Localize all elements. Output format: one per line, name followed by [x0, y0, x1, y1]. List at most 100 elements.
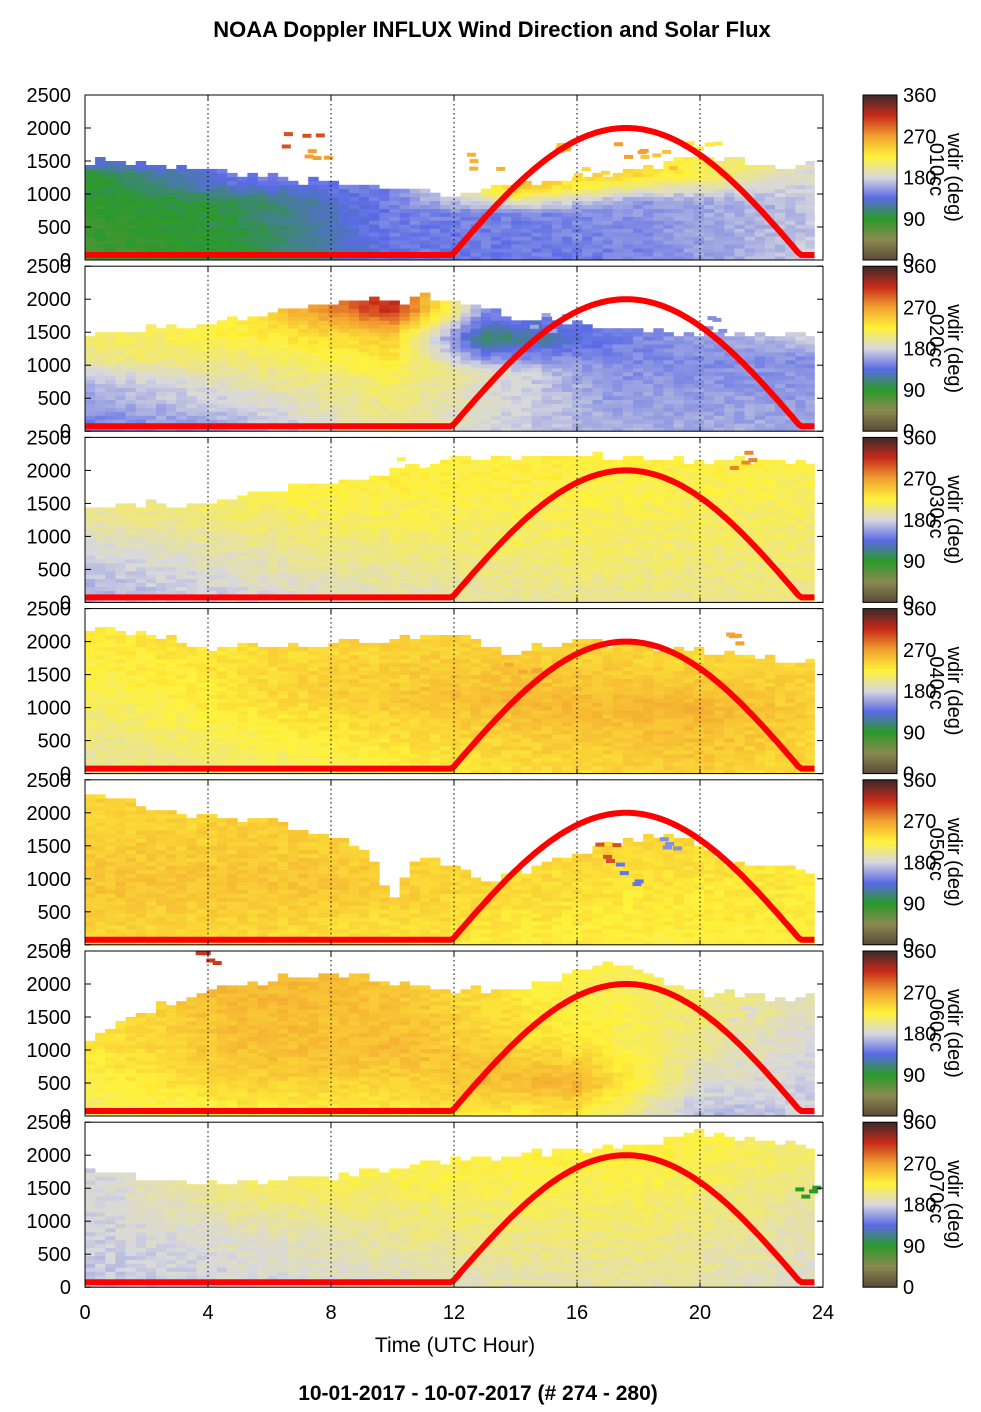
heatmap-cell [480, 495, 492, 500]
heatmap-cell [348, 574, 360, 580]
heatmap-cell [379, 192, 390, 198]
heatmap-cell [105, 539, 116, 544]
heatmap-cell [247, 578, 258, 583]
heatmap-cell [430, 228, 441, 233]
heatmap-cell [683, 332, 695, 337]
heatmap-cell [775, 168, 786, 174]
heatmap-cell [389, 304, 400, 309]
heatmap-cell [379, 511, 390, 516]
heatmap-cell [501, 244, 512, 249]
heatmap-cell [490, 507, 502, 512]
heatmap-cell [176, 395, 187, 400]
heatmap-cell [308, 336, 319, 341]
heatmap-cell [754, 356, 766, 361]
heatmap-cell [734, 220, 745, 225]
heatmap-cell [318, 248, 329, 253]
heatmap-cell [622, 176, 634, 182]
heatmap-cell [511, 216, 522, 221]
heatmap-cell [267, 220, 279, 225]
heatmap-cell [359, 192, 370, 198]
heatmap-cell [440, 411, 451, 416]
heatmap-cell [460, 471, 471, 477]
heatmap-cell [257, 336, 268, 341]
heatmap-cell [227, 499, 238, 504]
heatmap-cell [724, 248, 735, 253]
heatmap-cell [186, 379, 197, 385]
heatmap-cell [511, 407, 522, 412]
heatmap-cell [115, 415, 126, 420]
heatmap-cell [166, 228, 177, 233]
heatmap-cell [602, 344, 613, 349]
heatmap-cell [511, 590, 522, 595]
heatmap-cell [541, 411, 553, 416]
heatmap-cell [288, 407, 299, 412]
heatmap-cell [734, 252, 745, 257]
heatmap-cell [288, 574, 299, 580]
heatmap-cell [338, 216, 350, 221]
heatmap-cell [196, 387, 208, 392]
heatmap-cell [308, 503, 319, 508]
heatmap-cell [775, 244, 786, 249]
heatmap-cell [663, 208, 674, 213]
heatmap-cell [501, 527, 512, 532]
heatmap-cell [490, 352, 502, 357]
heatmap-cell [206, 204, 218, 209]
heatmap-cell [734, 415, 745, 420]
heatmap-cell [247, 180, 258, 186]
heatmap-cell [379, 348, 390, 353]
heatmap-cell [511, 371, 522, 377]
heatmap-cell [216, 574, 228, 580]
heatmap-cell [125, 220, 137, 225]
heatmap-cell [419, 248, 431, 253]
heatmap-cell [673, 165, 685, 170]
heatmap-cell [764, 165, 776, 170]
heatmap-cell [216, 527, 228, 532]
heatmap-cell [704, 356, 715, 361]
heatmap-cell [622, 375, 634, 381]
heatmap-cell [389, 543, 400, 548]
heatmap-cell [156, 570, 167, 576]
heatmap-cell [501, 407, 512, 412]
heatmap-cell [105, 236, 116, 241]
heatmap-cell [419, 491, 431, 496]
heatmap-cell [115, 161, 126, 166]
heatmap-cell [338, 356, 350, 361]
heatmap-cell [795, 212, 806, 217]
heatmap-cell [775, 176, 786, 182]
heatmap-cell [633, 248, 644, 253]
heatmap-cell [683, 157, 695, 162]
heatmap-cell [470, 204, 482, 209]
heatmap-cell [430, 300, 441, 305]
heatmap-cell [389, 300, 400, 305]
heatmap-cell [440, 228, 451, 233]
heatmap-cell [470, 483, 482, 488]
heatmap-cell [643, 379, 654, 385]
heatmap-cell [490, 590, 502, 595]
heatmap-cell [602, 184, 613, 190]
heatmap-cell [643, 336, 654, 341]
heatmap-cell [237, 224, 248, 229]
heatmap-cell [206, 200, 218, 205]
heatmap-cell [795, 196, 806, 201]
heatmap-cell [298, 232, 309, 237]
heatmap-cell [237, 527, 248, 532]
heatmap-cell [389, 515, 400, 520]
heatmap-cell [369, 188, 380, 194]
heatmap-cell [95, 188, 106, 194]
heatmap-cell [95, 367, 106, 373]
heatmap-cell [328, 328, 339, 333]
heatmap-cell [348, 582, 360, 587]
heatmap-cell [267, 336, 279, 341]
heatmap-cell [176, 427, 187, 432]
heatmap-cell [693, 423, 705, 428]
heatmap-cell [166, 224, 177, 229]
heatmap-cell [531, 391, 542, 396]
heatmap-cell [379, 582, 390, 587]
heatmap-cell [156, 403, 167, 408]
heatmap-cell [288, 236, 299, 241]
heatmap-cell [166, 188, 177, 194]
heatmap-cell [764, 240, 776, 245]
heatmap-cell [673, 157, 685, 162]
heatmap-cell [622, 363, 634, 369]
heatmap-cell [744, 252, 756, 257]
